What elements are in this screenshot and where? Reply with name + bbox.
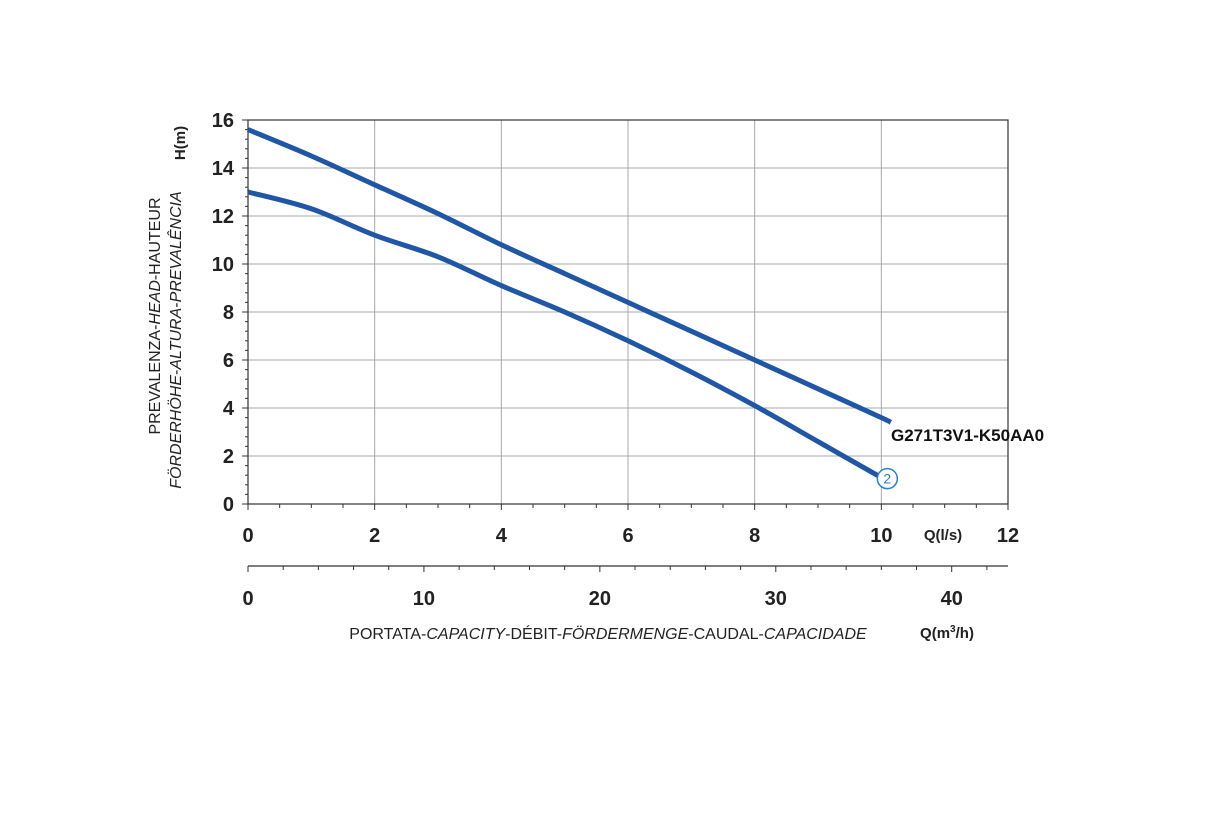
x-tick-label-m3h: 40	[941, 588, 963, 610]
labels: 0 2 4 6 8 10 12 14 16 0 2 4 6 8 10 12 Q(l/s) H(m) 0 10 20 30 4…	[147, 110, 1044, 643]
x-axis-label-part: PORTATA-	[349, 626, 426, 643]
x-tick-label-m3h: 20	[589, 588, 611, 610]
y-tick-label: 4	[223, 398, 235, 420]
x-tick-label-ls: 4	[496, 525, 508, 547]
y-axis-label-part: PREVALÊNCIA	[166, 191, 185, 302]
x-tick-label-ls: 12	[997, 525, 1019, 547]
x-tick-label-ls: 6	[622, 525, 633, 547]
x-tick-label-m3h: 0	[242, 588, 253, 610]
y-axis-label-part: HEAD	[147, 280, 164, 325]
x-unit-ls: Q(l/s)	[924, 527, 962, 544]
x-axis-label-part: -CAUDAL-	[688, 626, 764, 643]
x-unit-m3h: Q(m3/h)	[920, 624, 974, 642]
curve-1	[247, 127, 893, 425]
x-tick-label-m3h: 10	[413, 588, 435, 610]
series-label-number: 2	[883, 471, 891, 487]
y-tick-label: 6	[223, 350, 234, 372]
y-tick-label: 12	[212, 206, 234, 228]
y-tick-label: 0	[223, 494, 234, 516]
y-axis-label: FÖRDERHÖHE-ALTURA-PREVALÊNCIA	[166, 191, 185, 489]
x-unit-m3h-sup: 3	[950, 624, 956, 635]
y-axis-label-part: -HAUTEUR	[147, 197, 164, 280]
axes	[242, 119, 1009, 572]
y-tick-label: 14	[212, 158, 235, 180]
x-axis-label: PORTATA-CAPACITY-DÉBIT-FÖRDERMENGE-CAUDA…	[349, 624, 867, 643]
curve-2	[247, 189, 883, 480]
x-axis-label-part: FÖRDERMENGE	[562, 625, 689, 643]
y-tick-label: 10	[212, 254, 234, 276]
x-tick-label-ls: 8	[749, 525, 760, 547]
y-axis-label-part: ALTURA	[168, 308, 185, 371]
x-tick-label-ls: 2	[369, 525, 380, 547]
y-axis-label-part: PREVALENZA-	[147, 325, 164, 435]
y-axis-label-part: FÖRDERHÖHE	[167, 375, 185, 489]
y-axis-label-part: -	[168, 370, 185, 375]
y-tick-label: 8	[223, 302, 234, 324]
y-axis-label-part: -	[168, 302, 185, 307]
y-unit: H(m)	[172, 126, 189, 160]
x-tick-label-ls: 0	[242, 525, 253, 547]
x-unit-m3h-end: /h)	[956, 625, 974, 642]
x-tick-label-m3h: 30	[765, 588, 787, 610]
y-tick-label: 16	[212, 110, 234, 132]
x-axis-label-part: -DÉBIT-	[505, 624, 562, 643]
curves	[247, 127, 893, 480]
series-marker-circle	[876, 467, 899, 490]
series-label-model: G271T3V1-K50AA0	[891, 426, 1044, 445]
x-tick-label-ls: 10	[870, 525, 892, 547]
y-axis-label: PREVALENZA-HEAD-HAUTEUR	[147, 197, 164, 434]
x-unit-m3h-main: Q(m	[920, 625, 950, 642]
y-tick-label: 2	[223, 446, 234, 468]
x-axis-label-part: CAPACITY	[426, 626, 506, 643]
x-axis-label-part: CAPACIDADE	[764, 626, 867, 643]
